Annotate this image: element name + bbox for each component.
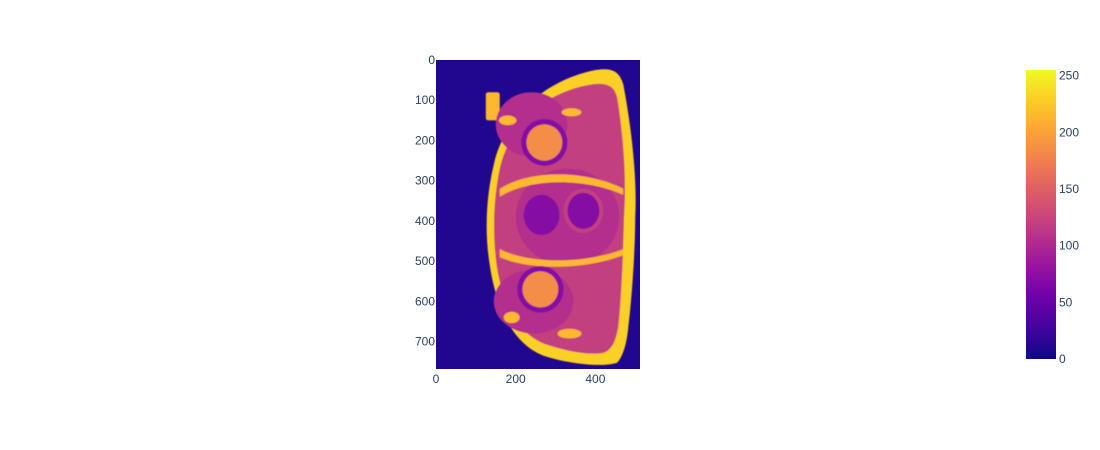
femoral-head xyxy=(526,124,563,161)
femoral-head xyxy=(522,271,559,308)
colorbar-tick-label: 50 xyxy=(1059,295,1073,309)
y-tick-label: 700 xyxy=(415,335,435,349)
y-tick-label: 100 xyxy=(415,93,435,107)
y-tick-label: 0 xyxy=(428,53,435,67)
organ-dark xyxy=(567,192,600,229)
y-tick-label: 400 xyxy=(415,214,435,228)
y-tick-label: 200 xyxy=(415,133,435,147)
x-axis-ticks: 0 200 400 xyxy=(433,372,606,386)
colorbar-tick-label: 200 xyxy=(1059,125,1079,139)
fat-streak xyxy=(557,328,582,339)
fat-streak xyxy=(561,108,582,117)
marker-bright xyxy=(485,92,500,121)
colorbar-bar xyxy=(1026,70,1056,359)
fat-band xyxy=(499,249,624,267)
colorbar-tick-label: 100 xyxy=(1059,239,1079,253)
x-tick-label: 200 xyxy=(506,372,526,386)
colorbar-tick-label: 150 xyxy=(1059,182,1079,196)
fat-streak xyxy=(503,311,520,324)
image-content xyxy=(485,69,636,365)
fat-streak xyxy=(498,115,517,126)
plot-area xyxy=(436,60,640,369)
x-tick-label: 0 xyxy=(433,372,440,386)
fat-band xyxy=(499,174,624,197)
colorbar-tick-label: 0 xyxy=(1059,352,1066,366)
y-axis-ticks: 0 100 200 300 400 500 600 700 xyxy=(415,53,435,349)
colorbar: 0 50 100 150 200 250 xyxy=(1026,69,1079,366)
colorbar-tick-label: 250 xyxy=(1059,69,1079,83)
y-tick-label: 300 xyxy=(415,174,435,188)
colorbar-ticks: 0 50 100 150 200 250 xyxy=(1059,69,1079,366)
y-tick-label: 600 xyxy=(415,294,435,308)
organ-dark xyxy=(523,194,560,236)
y-tick-label: 500 xyxy=(415,254,435,268)
x-tick-label: 400 xyxy=(585,372,605,386)
